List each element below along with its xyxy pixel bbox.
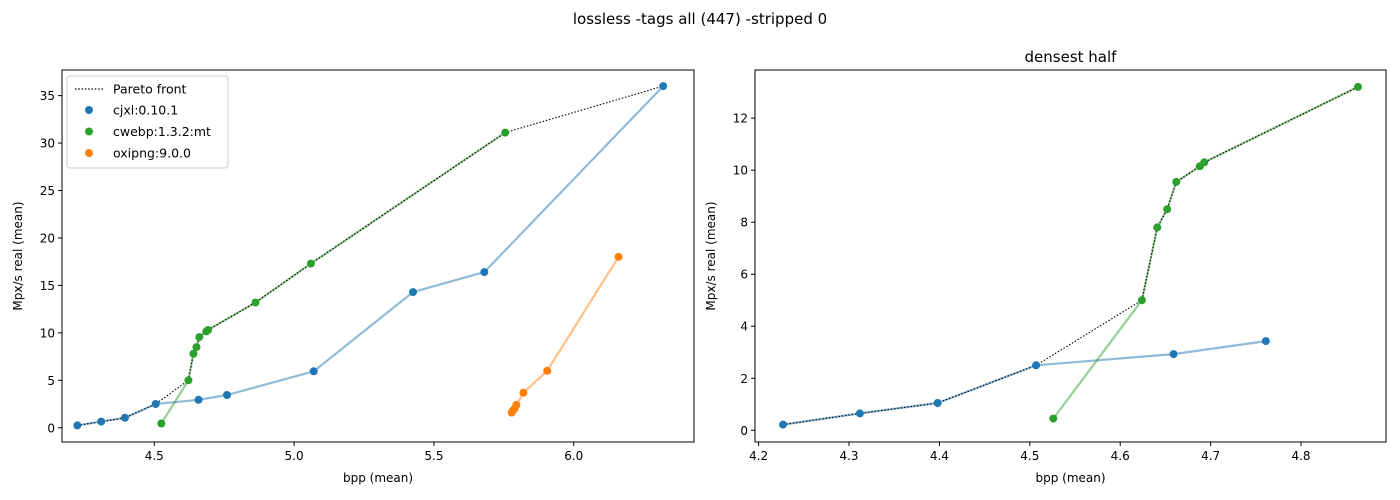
- legend-label-cwebp: cwebp:1.3.2:mt: [113, 124, 211, 139]
- right-point-cwebp-1-3-2-mt: [1153, 223, 1162, 232]
- left-panel: bpp (mean) Mpx/s real (mean) 4.5 5.0 5.5 6.…: [11, 69, 695, 485]
- left-point-cjxl-0-10-1: [659, 82, 668, 91]
- left-point-cjxl-0-10-1: [409, 288, 417, 297]
- right-y-tick-label: 8: [740, 216, 748, 230]
- left-point-cjxl-0-10-1: [73, 421, 82, 430]
- left-point-cwebp-1-3-2-mt: [189, 349, 198, 358]
- right-point-cjxl-0-10-1: [933, 399, 942, 407]
- left-pareto-front-line: [77, 85, 664, 426]
- left-axes-frame: [61, 69, 695, 443]
- left-point-cwebp-1-3-2-mt: [157, 419, 166, 428]
- left-y-tick-label: 10: [40, 326, 55, 340]
- right-x-tick-label: 4.3: [839, 449, 858, 463]
- left-point-oxipng-9-0-0: [519, 388, 528, 397]
- left-y-tick-label: 25: [40, 184, 55, 198]
- left-point-cwebp-1-3-2-mt: [184, 376, 193, 385]
- right-y-tick-label: 2: [740, 372, 748, 386]
- legend-label-cjxl: cjxl:0.10.1: [113, 103, 178, 118]
- left-point-cjxl-0-10-1: [97, 417, 106, 426]
- right-panel-title: densest half: [1025, 48, 1118, 66]
- right-x-tick-label: 4.2: [749, 449, 768, 463]
- right-point-cwebp-1-3-2-mt: [1137, 296, 1146, 305]
- left-x-tick-label: 5.5: [424, 449, 443, 463]
- left-x-tick-label: 5.0: [285, 449, 304, 463]
- left-point-cwebp-1-3-2-mt: [192, 343, 201, 352]
- left-x-tick-label: 6.0: [564, 449, 583, 463]
- left-point-cjxl-0-10-1: [480, 268, 489, 277]
- legend-frame: [66, 75, 229, 169]
- left-panel-x-axis-label: bpp (mean): [343, 471, 413, 485]
- left-point-cwebp-1-3-2-mt: [195, 333, 204, 342]
- right-x-tick-label: 4.5: [1020, 449, 1039, 463]
- left-point-cwebp-1-3-2-mt: [501, 128, 510, 137]
- right-x-tick-label: 4.8: [1291, 449, 1310, 463]
- right-point-cjxl-0-10-1: [1032, 361, 1041, 370]
- right-point-cwebp-1-3-2-mt: [1200, 158, 1209, 167]
- left-y-tick-label: 30: [40, 137, 55, 151]
- left-point-cjxl-0-10-1: [151, 400, 160, 408]
- right-y-tick-label: 0: [740, 424, 748, 438]
- left-y-tick-label: 35: [40, 89, 55, 103]
- legend-marker-oxipng: [85, 149, 93, 157]
- left-point-cjxl-0-10-1: [223, 391, 231, 399]
- right-point-cjxl-0-10-1: [1261, 337, 1270, 346]
- right-x-tick-label: 4.6: [1111, 449, 1130, 463]
- left-x-tick-label: 4.5: [145, 449, 164, 463]
- right-point-cjxl-0-10-1: [855, 409, 864, 418]
- legend: Pareto front cjxl:0.10.1 cwebp:1.3.2:mt …: [66, 75, 229, 169]
- left-point-cwebp-1-3-2-mt: [251, 298, 260, 307]
- right-x-tick-label: 4.4: [930, 449, 949, 463]
- right-y-tick-label: 12: [733, 112, 748, 126]
- right-y-tick-label: 10: [733, 164, 748, 178]
- left-y-tick-label: 15: [40, 279, 55, 293]
- right-panel-y-axis-label: Mpx/s real (mean): [704, 201, 718, 310]
- legend-label-pareto: Pareto front: [113, 82, 187, 97]
- right-x-tick-label: 4.7: [1201, 449, 1220, 463]
- right-point-cjxl-0-10-1: [1169, 350, 1178, 359]
- right-point-cwebp-1-3-2-mt: [1163, 205, 1172, 214]
- legend-marker-cwebp: [85, 127, 93, 136]
- right-point-cwebp-1-3-2-mt: [1172, 177, 1181, 186]
- left-series-line-cjxl-0-10-1: [77, 85, 664, 427]
- left-panel-y-axis-label: Mpx/s real (mean): [11, 201, 25, 310]
- right-panel-x-axis-label: bpp (mean): [1035, 471, 1105, 485]
- left-point-cwebp-1-3-2-mt: [204, 326, 212, 334]
- left-y-tick-label: 5: [47, 374, 55, 388]
- legend-marker-cjxl: [85, 106, 93, 114]
- left-point-cjxl-0-10-1: [194, 395, 203, 404]
- left-y-tick-label: 20: [40, 231, 55, 245]
- figure-suptitle: lossless -tags all (447) -stripped 0: [573, 10, 827, 28]
- legend-label-oxipng: oxipng:9.0.0: [113, 146, 191, 161]
- left-point-cjxl-0-10-1: [309, 367, 318, 376]
- right-point-cjxl-0-10-1: [779, 420, 787, 429]
- left-point-cjxl-0-10-1: [120, 413, 129, 422]
- left-point-oxipng-9-0-0: [512, 401, 521, 409]
- left-point-oxipng-9-0-0: [543, 366, 552, 375]
- left-y-tick-label: 0: [47, 421, 55, 435]
- right-y-tick-label: 6: [740, 268, 748, 282]
- left-point-oxipng-9-0-0: [614, 252, 623, 261]
- right-y-tick-label: 4: [740, 320, 748, 334]
- left-point-cwebp-1-3-2-mt: [306, 259, 315, 268]
- right-point-cwebp-1-3-2-mt: [1049, 414, 1058, 423]
- right-point-cwebp-1-3-2-mt: [1354, 82, 1362, 91]
- right-panel: densest half bpp (mean) Mpx/s real (mean…: [704, 48, 1387, 485]
- right-axes-frame: [754, 69, 1387, 443]
- right-pareto-front-line: [782, 86, 1359, 426]
